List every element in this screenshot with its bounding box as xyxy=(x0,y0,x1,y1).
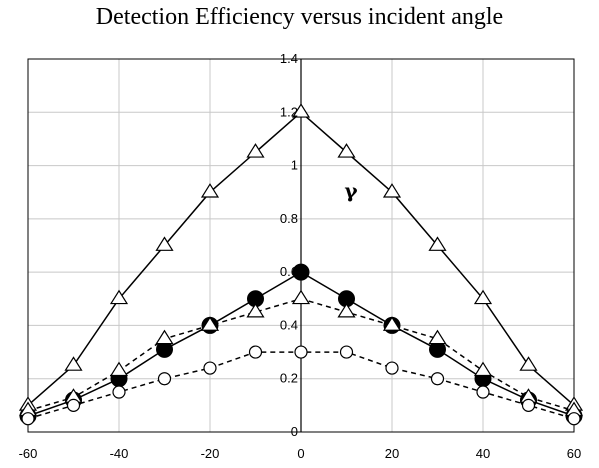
axes-layer xyxy=(27,58,575,433)
y-tick-label: 0.2 xyxy=(280,371,298,386)
data-point-open-circle xyxy=(385,361,399,375)
data-point-triangle xyxy=(109,361,129,377)
data-point-open-circle xyxy=(66,398,81,412)
data-point-triangle xyxy=(382,183,402,198)
data-point-open-circle xyxy=(203,361,217,375)
x-tick-label: -60 xyxy=(19,446,38,461)
data-point-open-circle xyxy=(567,412,581,426)
chart-title: Detection Efficiency versus incident ang… xyxy=(95,4,504,30)
data-point-triangle xyxy=(428,329,447,345)
y-tick-label: 0 xyxy=(291,424,298,439)
y-tick-label: 1.4 xyxy=(280,51,298,66)
series-layer xyxy=(18,103,584,426)
x-tick-label: 0 xyxy=(297,446,304,461)
y-tick-label: 0.4 xyxy=(280,317,298,332)
x-tick-label: 20 xyxy=(385,446,399,461)
data-point-filled-circle xyxy=(292,263,310,281)
data-point-triangle xyxy=(337,143,356,158)
series-4 xyxy=(21,345,581,426)
y-tick-label: 0.8 xyxy=(280,211,298,226)
x-tick-label: -20 xyxy=(201,446,220,461)
data-point-triangle xyxy=(473,289,493,305)
data-point-triangle xyxy=(155,236,174,251)
data-point-triangle xyxy=(382,316,402,331)
data-point-triangle xyxy=(64,356,83,371)
data-point-open-circle xyxy=(112,385,126,399)
data-point-triangle xyxy=(200,316,220,331)
y-tick-label: 1 xyxy=(291,158,298,173)
label-layer: -60 -40 -20 0 20 40 60 0 0.2 0.4 0.6 0.8 1 1.2 1.4 γ xyxy=(19,51,582,461)
data-point-open-circle xyxy=(248,345,263,359)
y-tick-label: 0.6 xyxy=(280,264,298,279)
series-3 xyxy=(18,289,584,417)
data-point-triangle xyxy=(200,183,220,198)
data-point-triangle xyxy=(519,356,538,371)
data-point-triangle xyxy=(291,103,311,118)
data-point-triangle xyxy=(337,302,356,318)
data-point-triangle xyxy=(155,329,174,345)
data-point-open-circle xyxy=(294,345,308,359)
data-point-triangle xyxy=(246,143,265,158)
data-point-triangle xyxy=(246,302,265,318)
gamma-annotation: γ xyxy=(344,179,358,203)
data-point-open-circle xyxy=(430,372,445,386)
x-tick-label: -40 xyxy=(110,446,129,461)
data-point-triangle xyxy=(291,289,311,305)
data-point-open-circle xyxy=(521,398,536,412)
x-tick-label: 40 xyxy=(476,446,490,461)
y-tick-label: 1.2 xyxy=(280,104,298,119)
data-point-triangle xyxy=(473,361,493,377)
data-point-open-circle xyxy=(476,385,490,399)
data-point-triangle xyxy=(109,289,129,305)
data-point-triangle xyxy=(428,236,447,251)
x-tick-label: 60 xyxy=(567,446,581,461)
data-point-open-circle xyxy=(21,412,35,426)
data-point-open-circle xyxy=(157,372,172,386)
data-point-open-circle xyxy=(339,345,354,359)
